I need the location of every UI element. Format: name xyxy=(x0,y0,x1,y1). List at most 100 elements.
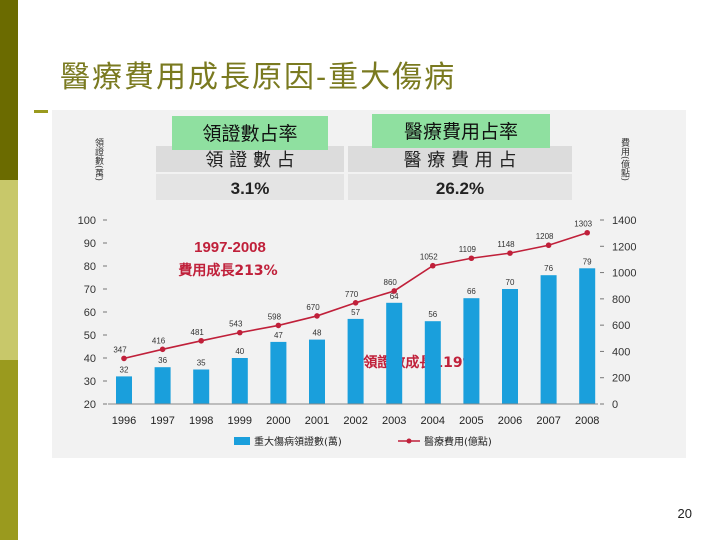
cost-point xyxy=(352,300,359,306)
bar-data-label: 32 xyxy=(120,365,129,374)
bar xyxy=(154,367,171,404)
x-tick-label: 2008 xyxy=(575,415,599,427)
cost-data-label: 770 xyxy=(345,290,359,299)
cost-point xyxy=(121,355,127,362)
cost-data-label: 543 xyxy=(229,320,243,329)
cost-data-label: 1148 xyxy=(497,240,515,249)
bar-data-label: 40 xyxy=(235,347,244,356)
sidebar-band-light xyxy=(0,180,18,360)
bar-data-label: 56 xyxy=(428,310,437,319)
cost-point xyxy=(468,255,475,262)
bar-data-label: 64 xyxy=(390,292,399,301)
cost-data-label: 1208 xyxy=(536,232,554,241)
sidebar-decoration xyxy=(0,0,18,540)
callout-cert-share-label: 領證數占率 xyxy=(202,123,297,145)
cost-data-label: 347 xyxy=(113,345,127,354)
left-axis-label: 領證數(萬) xyxy=(93,137,104,181)
callout-cost-share xyxy=(372,114,550,148)
right-tick-label: 800 xyxy=(612,294,630,306)
right-tick-label: 600 xyxy=(612,320,630,332)
cost-data-label: 416 xyxy=(152,336,166,345)
share-header-cost: 醫 療 費 用 占 xyxy=(404,150,517,171)
x-tick-label: 2004 xyxy=(421,415,445,427)
callout-cert-share xyxy=(172,116,328,150)
slide-title: 醫療費用成長原因-重大傷病 xyxy=(60,60,457,95)
legend-bar-label: 重大傷病領證數(萬) xyxy=(254,435,342,448)
bar-data-label: 70 xyxy=(506,278,515,287)
bar-data-label: 35 xyxy=(197,359,206,368)
cost-point xyxy=(237,329,243,336)
share-header-cert: 領 證 數 占 xyxy=(205,150,294,171)
cost-point xyxy=(275,322,282,329)
bar-data-label: 66 xyxy=(467,287,476,296)
share-value-cost: 26.2% xyxy=(436,179,484,198)
right-tick-label: 0 xyxy=(612,399,618,411)
bar xyxy=(386,302,403,404)
left-tick-label: 40 xyxy=(84,353,96,365)
bar xyxy=(347,318,364,404)
x-tick-label: 1998 xyxy=(189,415,213,427)
sidebar-band-dark xyxy=(0,0,18,180)
cost-data-label: 481 xyxy=(191,328,205,337)
legend-line-label: 醫療費用(億點) xyxy=(424,435,492,448)
plot-area: 2030405060708090100020040060080010001200… xyxy=(78,215,637,427)
left-tick-label: 60 xyxy=(84,307,96,319)
x-tick-label: 2007 xyxy=(536,415,560,427)
cost-data-label: 1052 xyxy=(420,253,438,262)
bar xyxy=(116,376,132,404)
right-tick-label: 1400 xyxy=(612,215,636,227)
page-number: 20 xyxy=(677,506,692,521)
right-tick-label: 200 xyxy=(612,373,630,385)
x-tick-label: 2001 xyxy=(305,415,329,427)
bar-data-label: 57 xyxy=(351,308,360,317)
cost-point xyxy=(545,242,552,249)
annotation-period: 1997-2008 xyxy=(194,239,266,256)
legend-line-marker xyxy=(406,438,412,444)
cost-point xyxy=(391,288,398,294)
bar xyxy=(309,339,325,404)
x-tick-label: 2006 xyxy=(498,415,522,427)
bar-data-label: 76 xyxy=(544,264,553,273)
cost-point xyxy=(198,337,204,344)
left-tick-label: 50 xyxy=(84,330,96,342)
cost-data-label: 1109 xyxy=(459,245,477,254)
bar xyxy=(463,298,480,404)
left-tick-label: 30 xyxy=(84,376,96,388)
bar-data-label: 48 xyxy=(313,329,322,338)
bar-data-label: 79 xyxy=(583,257,592,266)
cost-data-label: 1303 xyxy=(574,220,592,229)
cost-point xyxy=(314,313,320,319)
bar xyxy=(502,289,518,404)
bar xyxy=(270,341,287,404)
left-tick-label: 70 xyxy=(84,284,96,296)
right-tick-label: 1000 xyxy=(612,268,636,280)
bar xyxy=(540,275,557,404)
cost-point xyxy=(584,229,590,236)
bar-data-label: 47 xyxy=(274,331,283,340)
x-tick-label: 1999 xyxy=(228,415,252,427)
share-value-cell-2 xyxy=(348,174,572,200)
right-axis-label: 費用(億點) xyxy=(619,137,630,181)
left-tick-label: 100 xyxy=(78,215,96,227)
bar xyxy=(424,321,441,404)
left-tick-label: 20 xyxy=(84,399,96,411)
bar xyxy=(579,268,596,404)
bar-data-label: 36 xyxy=(158,356,167,365)
legend-bar-swatch xyxy=(234,437,250,445)
right-tick-label: 1200 xyxy=(612,241,636,253)
bar xyxy=(193,369,210,404)
left-tick-label: 80 xyxy=(84,261,96,273)
x-tick-label: 1997 xyxy=(150,415,174,427)
sidebar-band-mid xyxy=(0,360,18,540)
cost-data-label: 598 xyxy=(268,312,282,321)
cost-point xyxy=(507,250,513,256)
annotation-cert-growth: 領證數成長119% xyxy=(363,354,476,371)
bar xyxy=(231,358,248,404)
right-tick-label: 400 xyxy=(612,346,630,358)
share-value-cell-1 xyxy=(156,174,344,200)
x-tick-label: 2000 xyxy=(266,415,290,427)
cost-point xyxy=(159,346,166,353)
share-value-cert: 3.1% xyxy=(231,179,270,198)
callout-cost-share-label: 醫療費用占率 xyxy=(404,121,518,143)
